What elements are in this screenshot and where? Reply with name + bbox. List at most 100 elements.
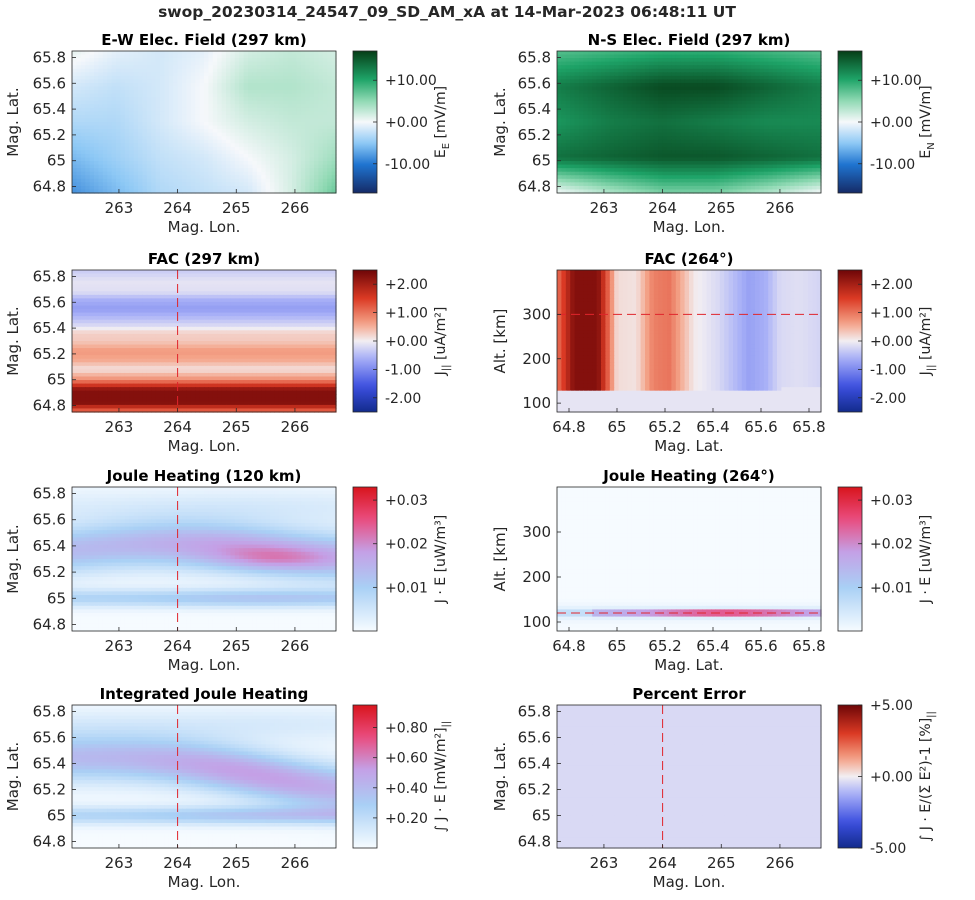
heatmap-cell <box>557 175 562 180</box>
y-tick-label: 65.2 <box>518 126 551 144</box>
heatmap-cell <box>80 189 86 194</box>
heatmap-cell <box>741 111 747 116</box>
heatmap-cell <box>741 75 747 80</box>
heatmap-cell <box>711 185 716 191</box>
heatmap-cell <box>270 79 275 84</box>
heatmap-cell <box>274 72 280 77</box>
heatmap-cell <box>129 122 135 127</box>
heatmap-cell <box>80 146 86 151</box>
heatmap-cell <box>72 82 77 88</box>
heatmap-cell <box>292 136 297 141</box>
heatmap-cell <box>292 178 297 183</box>
heatmap-cell <box>107 150 113 155</box>
heatmap-cell <box>799 107 804 112</box>
heatmap-cell <box>124 75 130 80</box>
heatmap-cell <box>794 107 800 112</box>
heatmap-cell <box>614 61 620 66</box>
heatmap-cell <box>807 104 813 109</box>
heatmap-cell <box>702 161 708 166</box>
heatmap-cell <box>124 146 130 151</box>
heatmap-cell <box>653 185 659 191</box>
heatmap-cell <box>614 58 620 63</box>
heatmap-cell <box>768 146 774 151</box>
heatmap-cell <box>557 72 562 77</box>
heatmap-cell <box>755 153 760 159</box>
heatmap-cell <box>208 114 214 120</box>
heatmap-cell <box>160 139 165 144</box>
heatmap-cell <box>574 143 580 148</box>
heatmap-cell <box>164 68 170 73</box>
heatmap-cell <box>212 118 218 123</box>
heatmap-cell <box>283 90 289 95</box>
heatmap-cell <box>592 143 598 148</box>
heatmap-cell <box>155 157 161 162</box>
heatmap-cell <box>168 139 174 144</box>
heatmap-cell <box>226 143 231 148</box>
heatmap-cell <box>697 182 703 187</box>
heatmap-cell <box>239 139 245 144</box>
heatmap-cell <box>168 185 174 191</box>
heatmap-cell <box>561 122 567 127</box>
heatmap-cell <box>204 100 209 105</box>
heatmap-cell <box>684 107 690 112</box>
heatmap-cell <box>812 150 818 155</box>
heatmap-cell <box>768 122 774 127</box>
heatmap-cell <box>190 75 196 80</box>
heatmap-cell <box>98 164 104 169</box>
heatmap-cell <box>278 114 284 120</box>
heatmap-cell <box>270 75 275 80</box>
heatmap-cell <box>80 79 86 84</box>
heatmap-cell <box>190 79 196 84</box>
heatmap-cell <box>199 114 205 120</box>
heatmap-cell <box>230 273 236 278</box>
heatmap-cell <box>182 175 187 180</box>
heatmap-cell <box>649 97 655 102</box>
heatmap-cell <box>318 175 324 180</box>
heatmap-cell <box>812 132 818 137</box>
heatmap-cell <box>234 139 240 144</box>
heatmap-cell <box>807 93 813 98</box>
heatmap-cell <box>750 189 756 194</box>
heatmap-cell <box>627 82 633 88</box>
heatmap-cell <box>120 189 126 194</box>
heatmap-cell <box>693 132 699 137</box>
heatmap-cell <box>305 61 311 66</box>
heatmap-cell <box>85 273 91 278</box>
heatmap-cell <box>812 107 818 112</box>
heatmap-cell <box>300 68 306 73</box>
heatmap-cell <box>561 129 567 134</box>
heatmap-cell <box>322 171 328 176</box>
heatmap-cell <box>270 122 275 127</box>
heatmap-cell <box>234 65 240 70</box>
heatmap-cell <box>124 143 130 148</box>
heatmap-cell <box>614 51 620 56</box>
heatmap-cell <box>574 75 580 80</box>
heatmap-cell <box>243 93 249 98</box>
heatmap-cell <box>142 182 148 187</box>
heatmap-cell <box>133 125 139 130</box>
heatmap-cell <box>640 65 646 70</box>
heatmap-cell <box>807 161 813 166</box>
heatmap-cell <box>221 129 227 134</box>
heatmap-cell <box>243 122 249 127</box>
heatmap-cell <box>300 125 306 130</box>
heatmap-cell <box>715 65 721 70</box>
heatmap-cell <box>715 182 721 187</box>
heatmap-cell <box>182 168 187 173</box>
heatmap-cell <box>120 100 126 105</box>
heatmap-cell <box>618 164 624 169</box>
heatmap-cell <box>76 164 82 169</box>
heatmap-cell <box>627 118 633 123</box>
heatmap-cell <box>270 146 275 151</box>
heatmap-cell <box>601 182 606 187</box>
heatmap-cell <box>160 93 165 98</box>
heatmap-cell <box>667 93 672 98</box>
heatmap-cell <box>252 97 258 102</box>
heatmap-cell <box>204 58 209 63</box>
heatmap-cell <box>601 111 606 116</box>
heatmap-cell <box>190 122 196 127</box>
heatmap-cell <box>230 175 236 180</box>
heatmap-cell <box>292 58 297 63</box>
heatmap-cell <box>781 164 787 169</box>
heatmap-cell <box>803 79 809 84</box>
